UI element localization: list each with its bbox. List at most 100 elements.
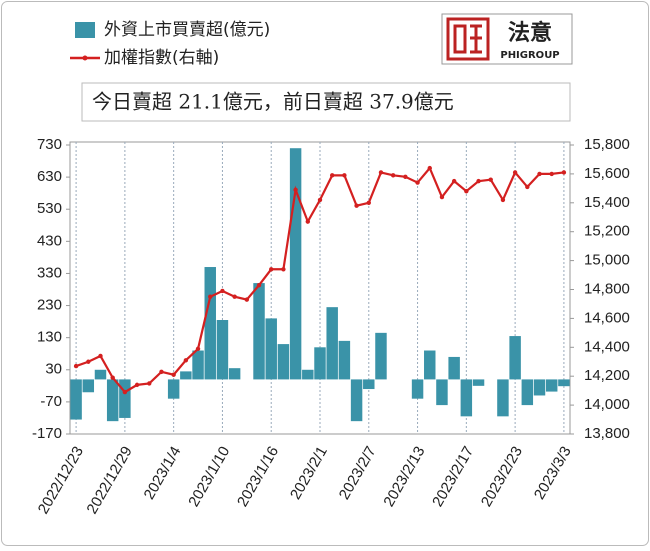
legend-label: 外資上市買賣超(億元) (104, 20, 270, 40)
line-point (73, 363, 79, 369)
bar (436, 379, 448, 406)
y-tick-label: -70 (40, 393, 62, 410)
line-point (439, 194, 445, 200)
y2-tick-label: 13,800 (584, 425, 630, 442)
bar (192, 350, 204, 380)
bar (472, 379, 485, 386)
y-tick-label: 430 (37, 232, 62, 249)
bar (204, 267, 216, 380)
line-point (476, 178, 481, 184)
bar (167, 379, 180, 399)
bar (180, 371, 192, 380)
line-point (159, 369, 164, 375)
bar (253, 283, 265, 380)
line-point (244, 297, 250, 302)
y2-tick-label: 15,200 (584, 223, 630, 240)
bar (521, 379, 534, 406)
bar (545, 379, 558, 392)
line-point (561, 170, 567, 175)
line-point (305, 219, 311, 224)
bar (94, 369, 107, 380)
bar (338, 340, 351, 380)
line-point (122, 389, 128, 395)
line-point (390, 173, 396, 178)
line-point (171, 372, 176, 377)
line-point (537, 171, 542, 177)
bar (350, 379, 363, 422)
y2-tick-label: 15,800 (584, 136, 630, 153)
bar (448, 356, 460, 380)
line-point (366, 200, 371, 205)
line-point (110, 375, 115, 380)
y-tick-label: 730 (37, 136, 62, 153)
y-tick-label: 630 (37, 168, 62, 185)
line-point (488, 177, 493, 182)
line-point (147, 381, 152, 386)
bar (106, 379, 119, 422)
logo-subtext: PHIGROUP (500, 50, 559, 61)
bar (228, 368, 241, 380)
line-point (342, 173, 347, 178)
bar (460, 379, 473, 417)
line-point (403, 174, 408, 179)
line-point (195, 346, 201, 351)
legend-label: 加權指數(右軸) (104, 48, 219, 68)
line-point (354, 203, 359, 208)
bar (265, 318, 277, 380)
line-point (549, 171, 554, 177)
line-point (525, 184, 530, 190)
bar (375, 332, 387, 380)
y2-tick-label: 14,400 (584, 338, 630, 355)
bar (424, 350, 436, 380)
bar (363, 379, 375, 390)
line-point (281, 267, 286, 272)
line-point (183, 358, 189, 363)
annotation: 今日賣超 21.1億元，前日賣超 37.9億元 (92, 90, 454, 114)
line-point (317, 197, 323, 203)
y2-tick-label: 14,600 (584, 309, 630, 326)
legend-swatch (75, 22, 95, 38)
y2-tick-label: 15,000 (584, 252, 630, 269)
bar (82, 379, 95, 393)
bar (497, 379, 509, 417)
logo-text: 法意 (508, 20, 552, 46)
y2-tick-label: 14,000 (584, 396, 630, 413)
line-point (134, 382, 140, 388)
y-tick-label: 530 (37, 200, 62, 217)
line-point (512, 170, 518, 175)
line-point (427, 165, 432, 171)
y-tick-label: 330 (37, 264, 62, 281)
logo: 法意 PHIGROUP (441, 13, 573, 65)
line-point (293, 187, 298, 192)
bar (70, 379, 82, 420)
y-tick-label: -170 (32, 425, 62, 442)
bar (411, 379, 424, 399)
line-point (269, 267, 274, 272)
line-point (451, 178, 457, 184)
bar (277, 344, 290, 380)
y2-tick-label: 14,200 (584, 367, 630, 384)
line-point (208, 294, 213, 299)
line-point (98, 353, 103, 359)
bar (216, 320, 229, 380)
bar (302, 369, 314, 380)
annotation-box (81, 82, 571, 122)
bar (509, 336, 521, 380)
bar (314, 347, 326, 380)
legend-marker (82, 55, 88, 61)
line-point (220, 288, 225, 294)
line-point (500, 197, 506, 203)
bar (533, 379, 546, 396)
line-point (378, 170, 384, 175)
y-tick-label: 130 (37, 329, 62, 346)
line-point (415, 180, 420, 185)
bar (119, 379, 131, 418)
line-point (232, 294, 237, 299)
y-tick-label: 30 (45, 361, 62, 378)
logo-glyph (453, 24, 482, 54)
bar (558, 379, 570, 387)
line-point (329, 173, 335, 178)
line-point (464, 189, 469, 194)
